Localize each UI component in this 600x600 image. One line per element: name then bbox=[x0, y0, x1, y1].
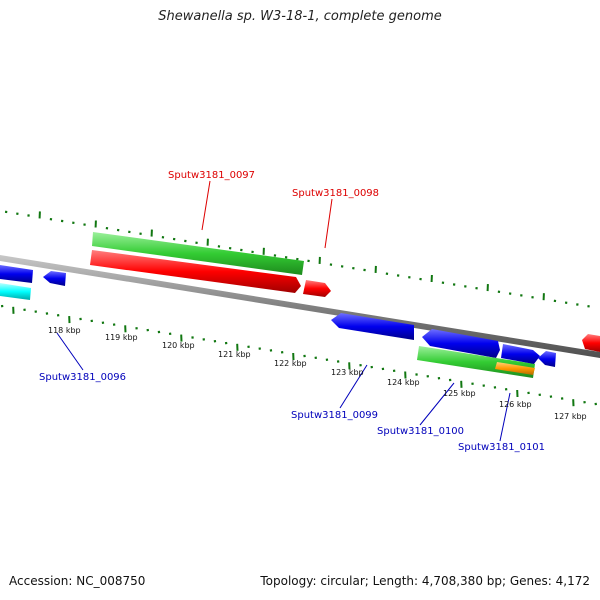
tick-label-121: 121 kbp bbox=[218, 350, 251, 359]
genome-info-text: Topology: circular; Length: 4,708,380 bp… bbox=[260, 574, 590, 588]
gene-sputw3181-0096[interactable] bbox=[0, 283, 31, 300]
tick-label-123: 123 kbp bbox=[331, 368, 364, 377]
gene-sputw3181-0101[interactable] bbox=[495, 362, 535, 375]
tick-label-124: 124 kbp bbox=[387, 378, 420, 387]
label-leader-lines bbox=[56, 180, 511, 442]
gene-label-0100[interactable]: Sputw3181_0100 bbox=[377, 426, 464, 437]
gene-blue-right-1[interactable] bbox=[501, 344, 540, 364]
tick-label-120: 120 kbp bbox=[162, 341, 195, 350]
tick-label-126: 126 kbp bbox=[499, 400, 532, 409]
gene-sputw3181-0097[interactable] bbox=[92, 232, 304, 275]
gene-label-0099[interactable]: Sputw3181_0099 bbox=[291, 410, 378, 421]
upper-tick-track bbox=[4, 210, 590, 308]
tick-label-122: 122 kbp bbox=[274, 359, 307, 368]
tick-label-125: 125 kbp bbox=[443, 389, 476, 398]
gene-label-0097[interactable]: Sputw3181_0097 bbox=[168, 170, 255, 181]
gene-sputw3181-0099[interactable] bbox=[422, 329, 500, 358]
gene-blue-right-2[interactable] bbox=[538, 351, 556, 367]
gene-blue-mid[interactable] bbox=[331, 313, 414, 340]
genome-title: Shewanella sp. W3-18-1, complete genome bbox=[158, 9, 442, 24]
tick-label-127: 127 kbp bbox=[554, 412, 587, 421]
accession-text: Accession: NC_008750 bbox=[9, 574, 146, 588]
gene-label-0098[interactable]: Sputw3181_0098 bbox=[292, 188, 379, 199]
lower-tick-track bbox=[0, 304, 597, 407]
gene-sputw3181-0097-red[interactable] bbox=[90, 250, 301, 293]
gene-label-0096[interactable]: Sputw3181_0096 bbox=[39, 372, 126, 383]
tick-label-119: 119 kbp bbox=[105, 333, 138, 342]
gene-left-blue-small[interactable] bbox=[43, 271, 66, 286]
gene-red-far-right[interactable] bbox=[582, 334, 600, 352]
gene-left-blue-large[interactable] bbox=[0, 265, 33, 283]
gene-sputw3181-0098[interactable] bbox=[303, 280, 331, 297]
tick-label-118: 118 kbp bbox=[48, 326, 81, 335]
gene-label-0101[interactable]: Sputw3181_0101 bbox=[458, 442, 545, 453]
genome-backbone bbox=[0, 255, 600, 358]
